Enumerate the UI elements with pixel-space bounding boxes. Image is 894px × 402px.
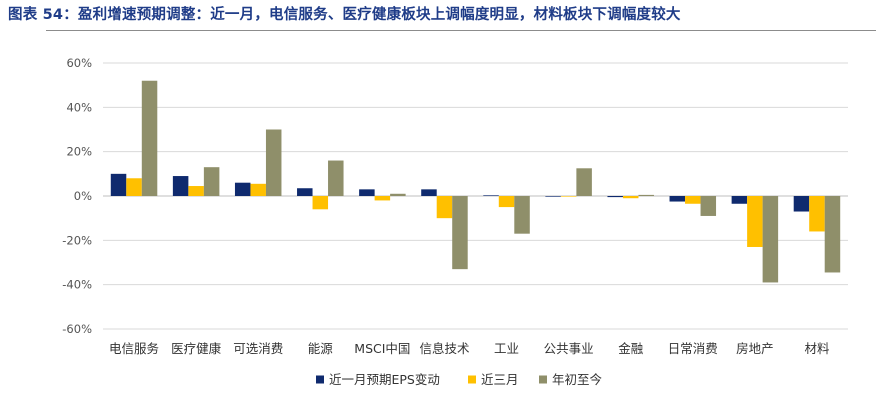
- bar-1-7: [483, 195, 499, 196]
- bar-3-11: [762, 196, 779, 283]
- bar-3-6: [452, 196, 468, 270]
- y-tick-label: 0%: [74, 189, 92, 203]
- bar-3-1: [141, 80, 158, 196]
- bar-1-1: [110, 173, 127, 196]
- bar-3-2: [203, 167, 220, 196]
- bar-2-6: [436, 196, 453, 219]
- bar-2-12: [809, 196, 825, 232]
- x-category-label: 房地产: [736, 341, 774, 356]
- title-divider: [46, 30, 876, 31]
- bar-3-3: [265, 129, 282, 196]
- y-tick-label: 40%: [66, 100, 92, 114]
- bar-3-9: [638, 194, 654, 196]
- x-category-label: 公共事业: [544, 341, 594, 356]
- x-category-label: 金融: [618, 341, 644, 356]
- bar-3-7: [514, 196, 530, 234]
- legend-label: 近一月预期EPS变动: [329, 372, 440, 387]
- bar-3-12: [824, 196, 841, 273]
- y-tick-label: -20%: [62, 233, 92, 247]
- y-tick-label: 20%: [66, 145, 92, 159]
- bar-2-3: [250, 183, 266, 196]
- bar-1-5: [359, 189, 375, 196]
- bar-1-6: [421, 189, 437, 196]
- bar-1-4: [297, 188, 313, 196]
- bar-2-9: [622, 196, 639, 199]
- bar-2-11: [747, 196, 763, 247]
- bar-1-9: [607, 196, 623, 198]
- bar-1-12: [793, 196, 810, 212]
- bar-2-10: [685, 196, 701, 204]
- y-tick-label: 60%: [66, 56, 92, 70]
- x-category-label: 工业: [494, 341, 519, 356]
- x-category-label: 信息技术: [419, 341, 470, 356]
- y-tick-label: -60%: [62, 322, 92, 336]
- bar-2-7: [498, 196, 515, 208]
- legend-label: 年初至今: [552, 372, 603, 387]
- x-category-label: 医疗健康: [171, 341, 222, 356]
- legend-swatch: [539, 375, 547, 384]
- bar-1-8: [545, 196, 561, 197]
- bar-2-1: [126, 178, 142, 196]
- bar-2-8: [560, 196, 577, 197]
- x-category-label: 材料: [804, 341, 830, 356]
- bar-3-4: [328, 160, 344, 196]
- gridlines: [103, 62, 848, 330]
- bar-3-10: [700, 196, 717, 216]
- x-category-label: 可选消费: [233, 341, 283, 356]
- bar-3-8: [576, 168, 592, 196]
- x-category-label: 电信服务: [109, 341, 159, 356]
- bar-1-10: [669, 196, 686, 202]
- bar-2-2: [188, 186, 204, 196]
- figure-title: 图表 54：盈利增速预期调整：近一月，电信服务、医疗健康板块上调幅度明显，材料板…: [8, 7, 681, 23]
- legend: 近一月预期EPS变动 近三月 年初至今: [316, 372, 603, 387]
- bar-2-4: [312, 196, 329, 210]
- bar-2-5: [374, 196, 391, 201]
- bars: [110, 80, 841, 283]
- legend-swatch: [316, 375, 324, 384]
- x-category-label: MSCI中国: [354, 341, 410, 356]
- legend-swatch: [468, 375, 476, 384]
- legend-label: 近三月: [481, 372, 519, 387]
- bar-3-5: [390, 193, 406, 196]
- x-category-label: 日常消费: [668, 341, 718, 356]
- bar-1-11: [731, 196, 748, 204]
- x-category-label: 能源: [308, 341, 334, 356]
- bar-1-3: [234, 182, 251, 196]
- y-tick-label: -40%: [62, 278, 92, 292]
- y-axis-tick-labels: 60% 40% 20% 0% -20% -40% -60%: [62, 56, 92, 336]
- bar-1-2: [172, 176, 189, 196]
- x-axis-category-labels: 电信服务 医疗健康 可选消费 能源 MSCI中国 信息技术 工业 公共事业 金融 日常消费 房地产 材…: [109, 341, 830, 356]
